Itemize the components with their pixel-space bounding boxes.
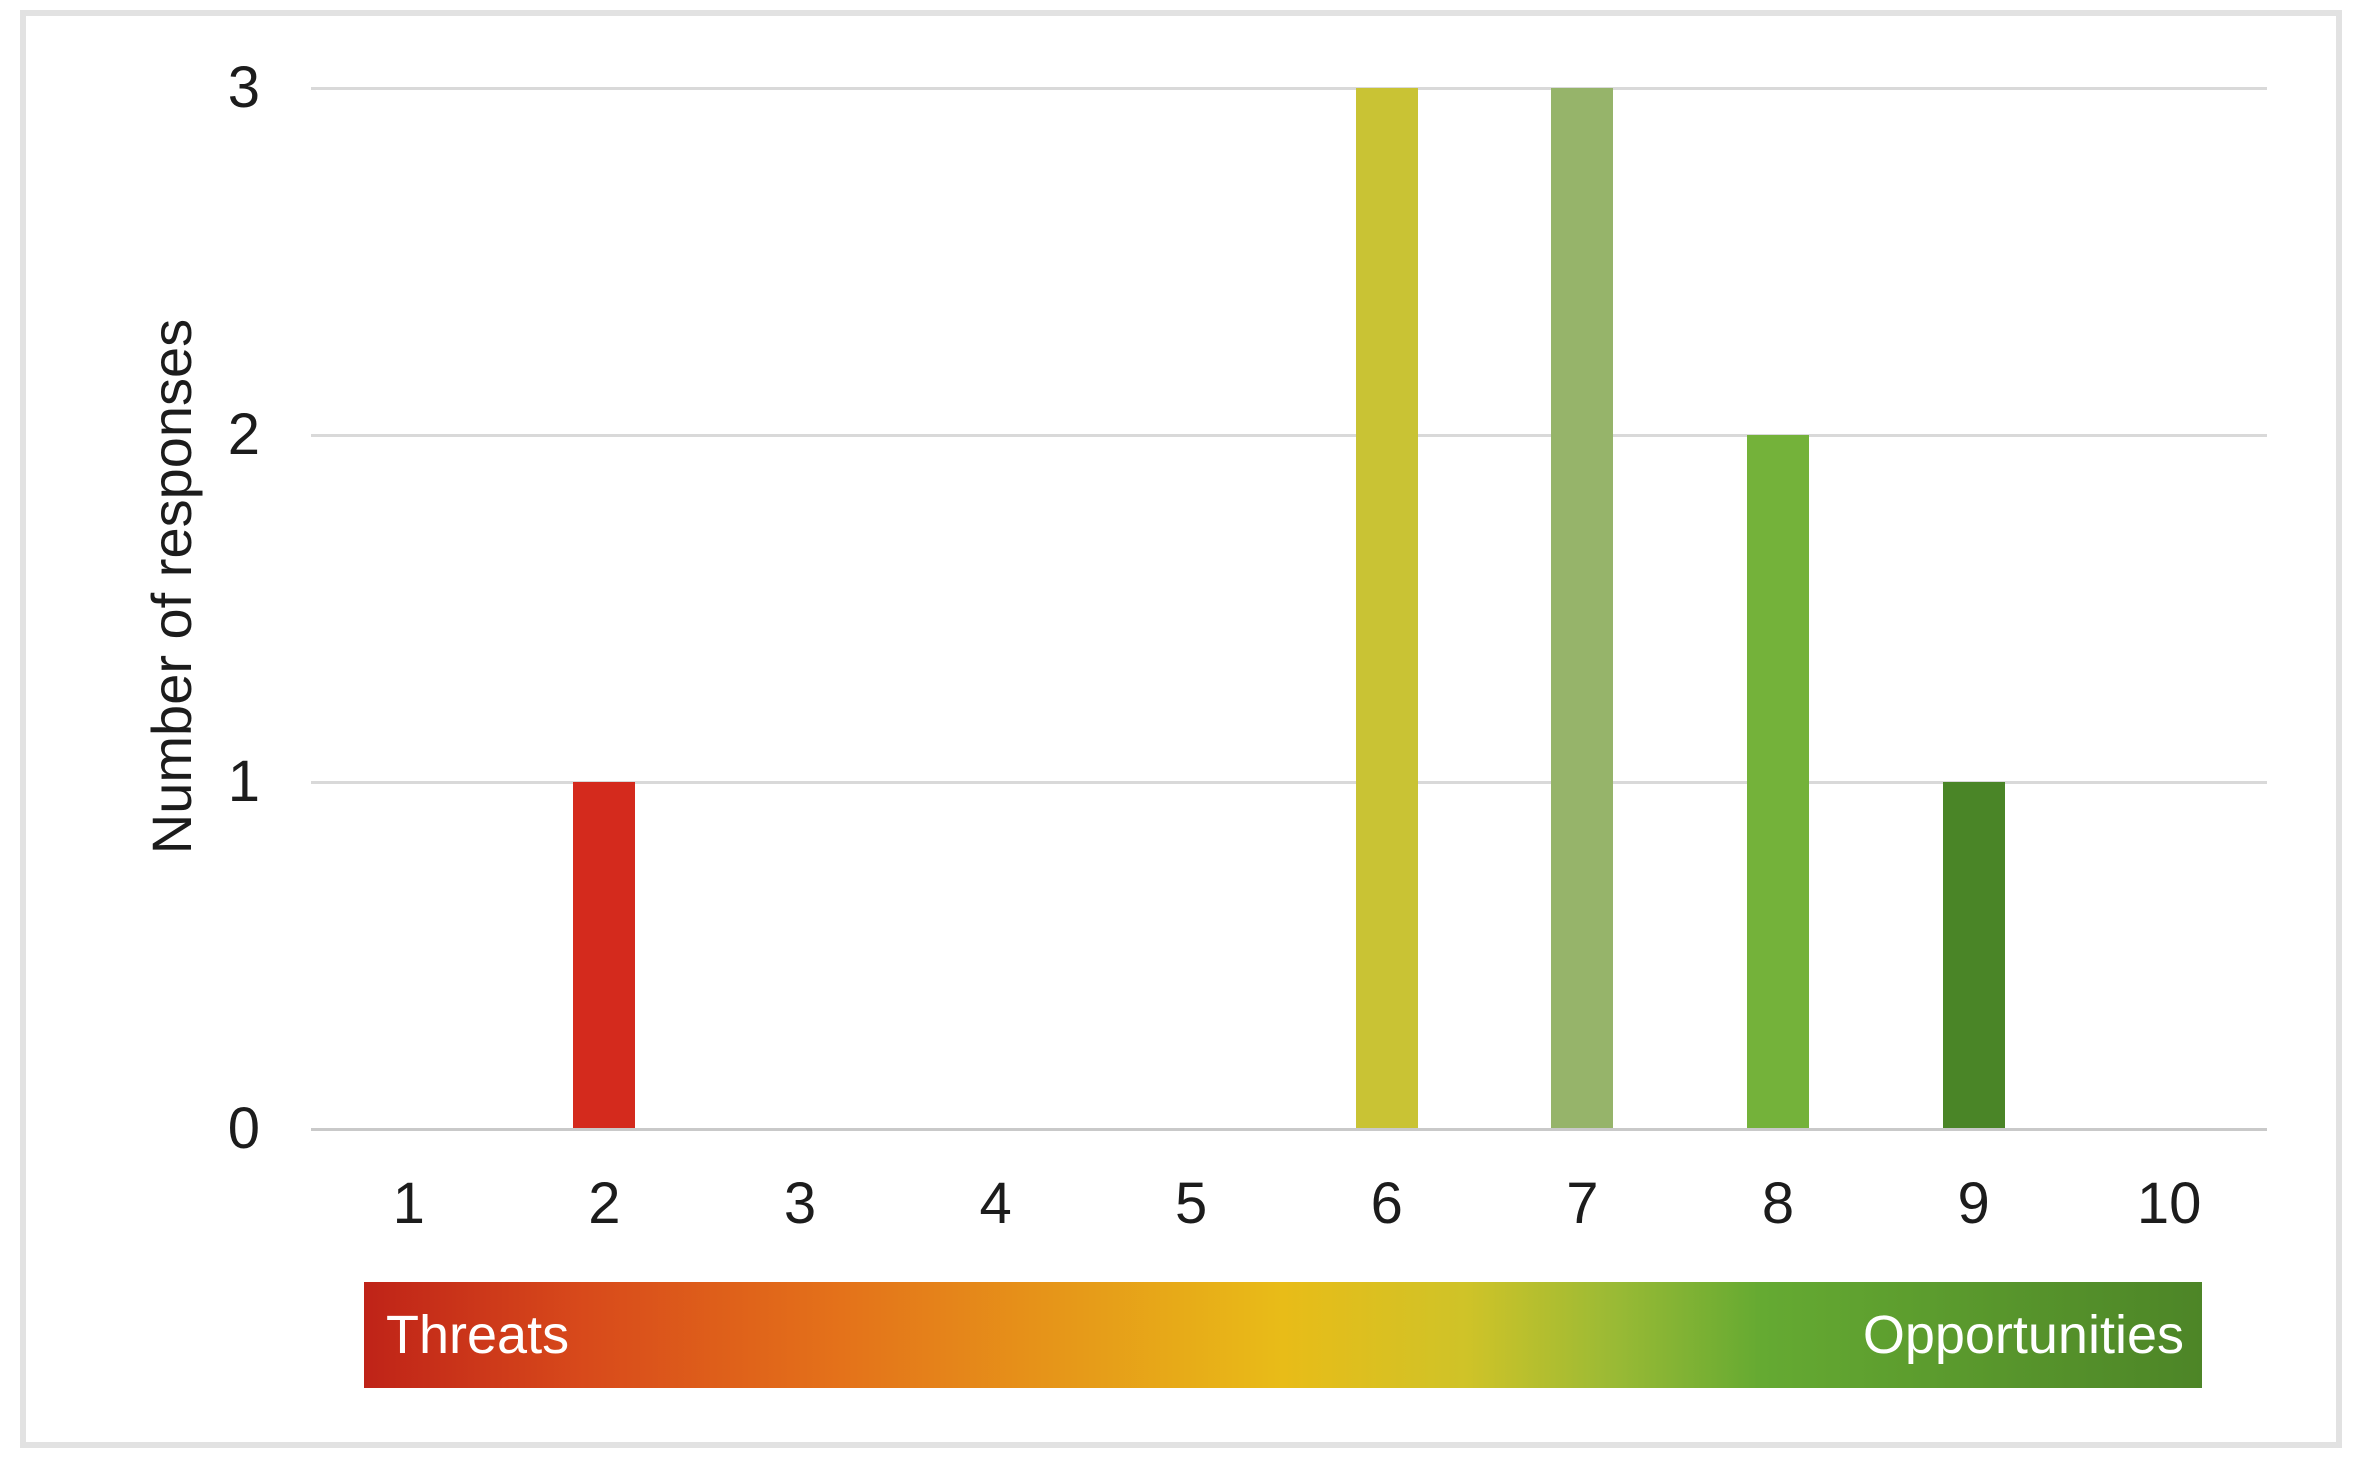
x-tick-label-10: 10: [2136, 1171, 2202, 1236]
sentiment-scale-bar: Threats Opportunities: [364, 1282, 2202, 1388]
y-tick-label-3: 3: [227, 55, 260, 120]
y-tick-label-0: 0: [227, 1096, 260, 1161]
x-tick-label-9: 9: [1957, 1171, 1990, 1236]
x-axis-line: [311, 1128, 2267, 1131]
bar-category-6: [1355, 88, 1418, 1129]
bar-category-2: [573, 782, 636, 1129]
scale-label-opportunities: Opportunities: [1862, 1305, 2184, 1365]
x-tick-label-8: 8: [1761, 1171, 1795, 1236]
x-tick-label-6: 6: [1370, 1171, 1403, 1236]
bar-category-7: [1551, 88, 1614, 1129]
gridline: [311, 434, 2267, 437]
y-tick-label-2: 2: [227, 402, 260, 467]
x-tick-label-7: 7: [1566, 1171, 1599, 1236]
x-tick-label-1: 1: [392, 1171, 425, 1236]
gridline: [311, 87, 2267, 90]
plot-area: [311, 87, 2267, 1131]
bar-category-9: [1942, 782, 2005, 1129]
x-tick-label-2: 2: [588, 1171, 621, 1236]
y-tick-label-1: 1: [227, 749, 260, 814]
x-tick-label-3: 3: [783, 1171, 817, 1236]
x-tick-label-4: 4: [979, 1171, 1012, 1236]
chart-border: [20, 10, 2342, 1448]
x-tick-label-5: 5: [1175, 1171, 1208, 1236]
scale-label-threats: Threats: [386, 1305, 570, 1365]
gridline: [311, 781, 2267, 784]
bar-category-8: [1747, 435, 1809, 1129]
